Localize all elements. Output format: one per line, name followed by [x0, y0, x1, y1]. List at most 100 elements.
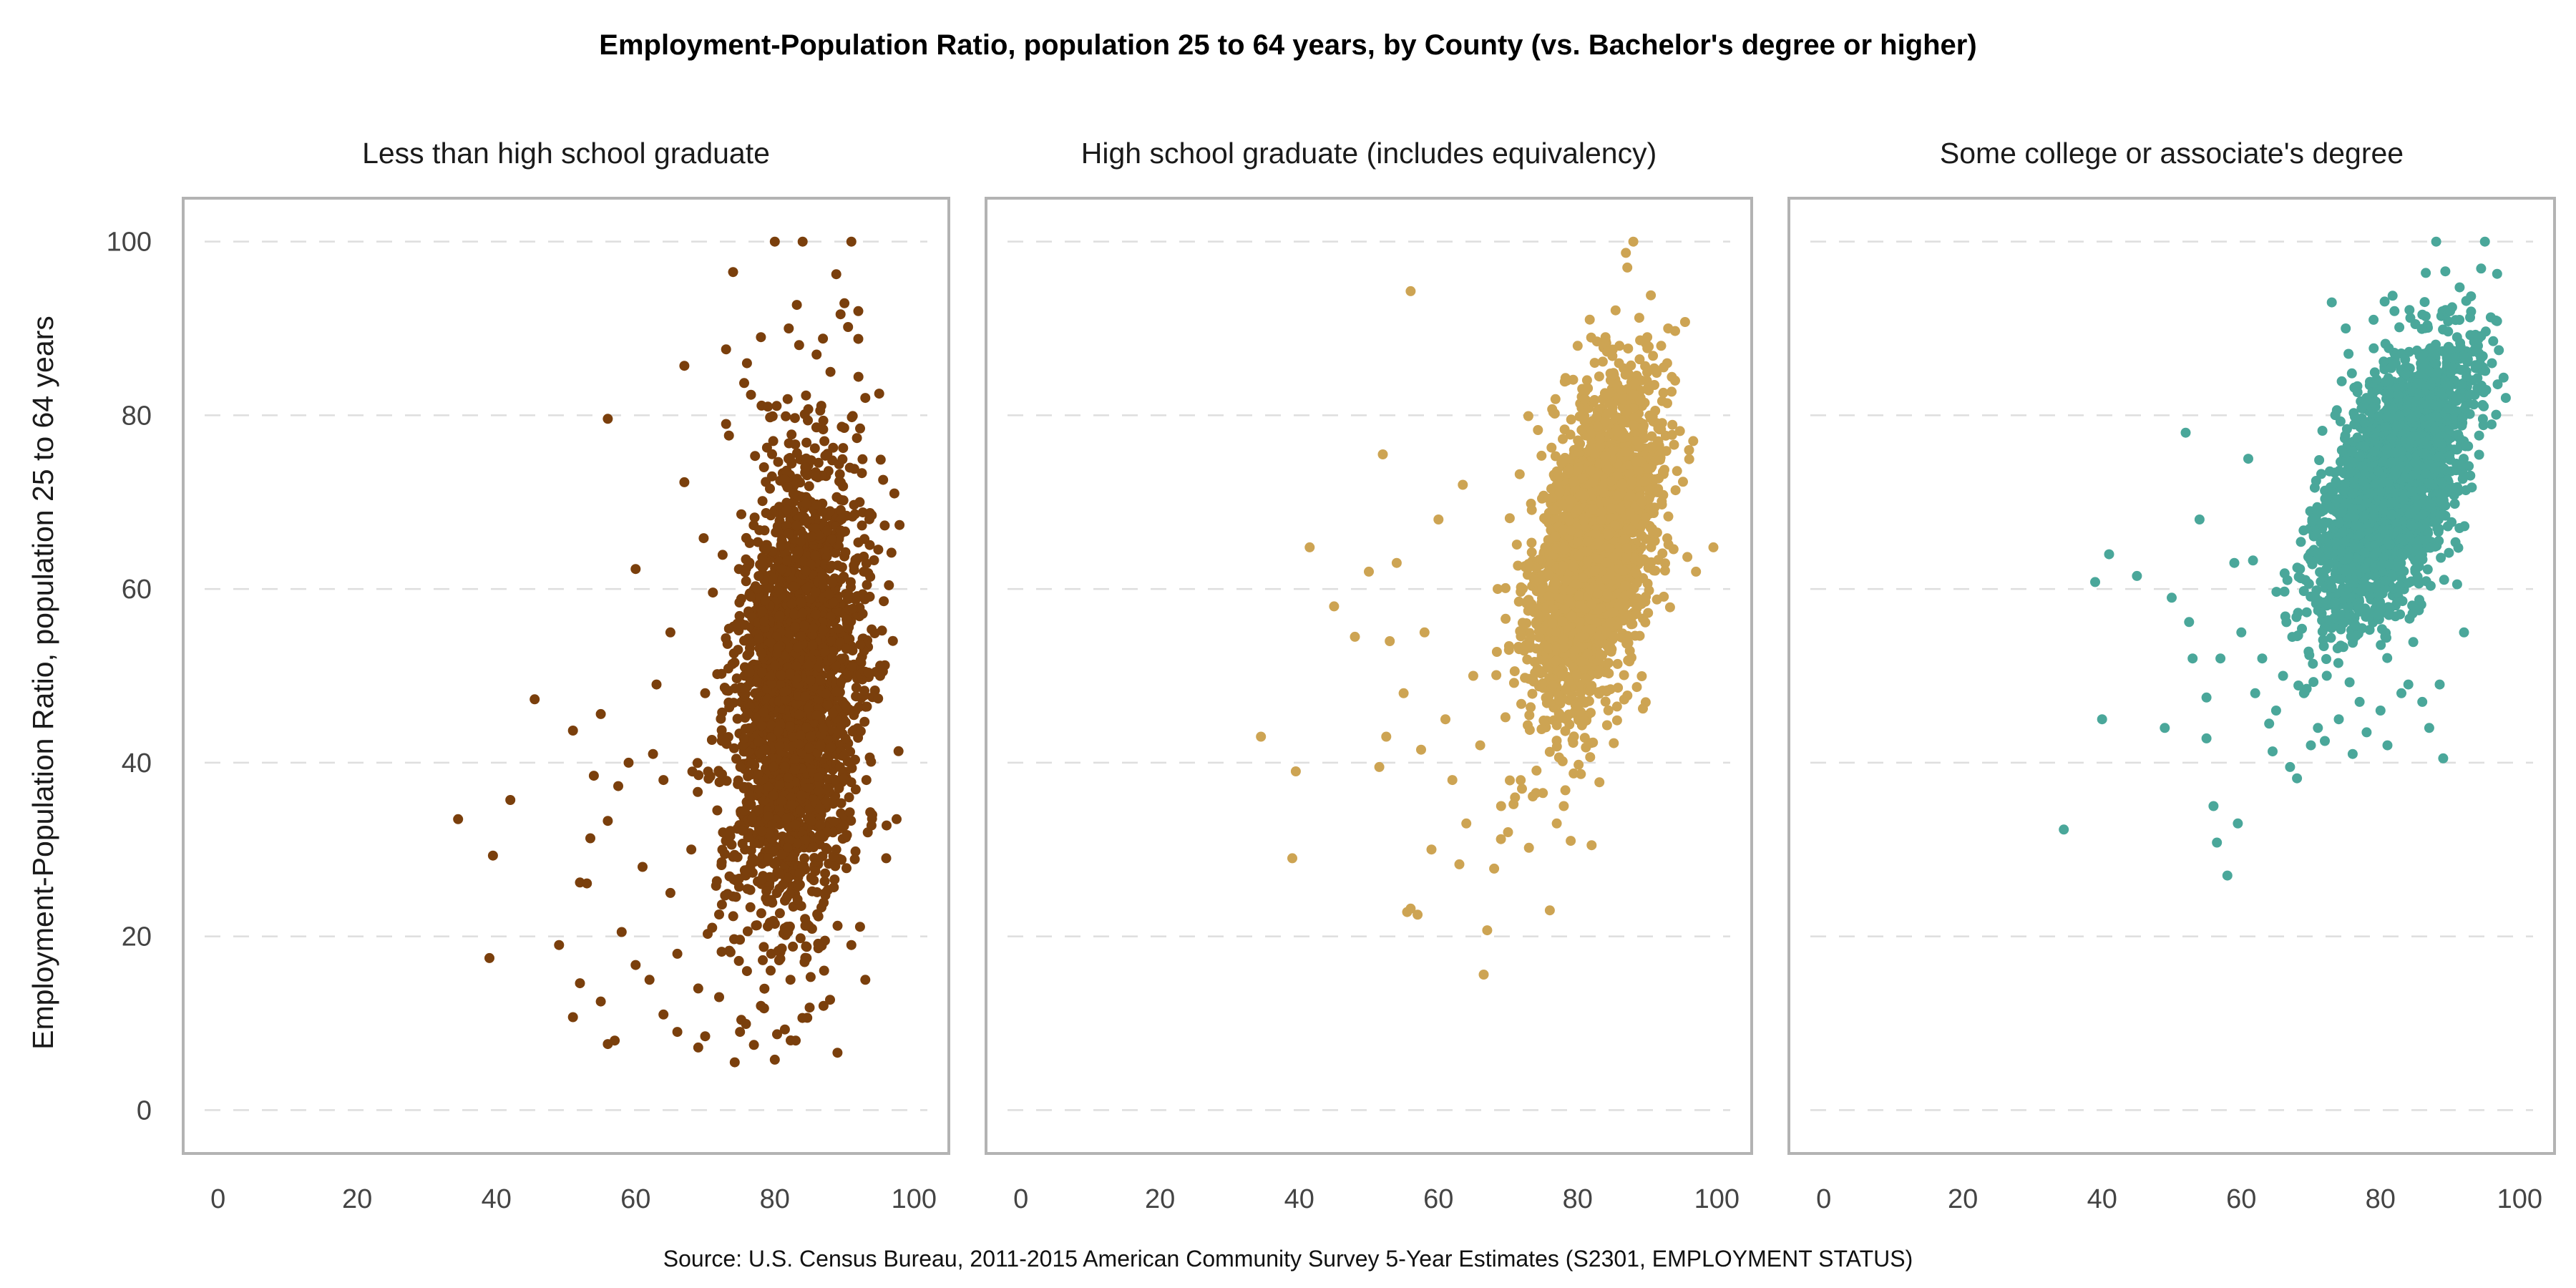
data-point — [1669, 439, 1679, 450]
data-point — [749, 838, 760, 849]
data-point — [792, 838, 803, 849]
data-point — [774, 741, 785, 751]
data-point — [889, 488, 899, 499]
data-point — [792, 894, 803, 904]
data-point — [716, 947, 727, 957]
data-point — [739, 378, 749, 389]
data-point — [860, 393, 871, 404]
data-point — [823, 774, 834, 784]
data-point — [827, 653, 838, 663]
data-point — [834, 469, 845, 479]
data-point — [803, 753, 814, 763]
data-point — [782, 394, 793, 404]
data-point — [595, 996, 606, 1007]
x-tick-label: 60 — [620, 1184, 650, 1214]
data-point — [644, 975, 655, 985]
data-point — [741, 563, 751, 574]
data-point — [1518, 583, 1528, 594]
data-point — [693, 1042, 703, 1053]
data-point — [786, 800, 797, 811]
data-point — [841, 863, 852, 874]
y-tick-label: 20 — [122, 922, 152, 952]
data-point — [844, 590, 854, 601]
data-point — [818, 1000, 829, 1011]
data-point — [1585, 752, 1596, 763]
data-point — [774, 610, 785, 621]
data-point — [753, 571, 764, 581]
data-point — [1536, 450, 1547, 461]
data-point — [821, 688, 831, 699]
data-point — [800, 834, 811, 845]
data-point — [749, 857, 760, 867]
data-point — [821, 844, 832, 854]
data-point — [728, 267, 738, 278]
data-point — [1527, 688, 1538, 699]
data-point — [803, 703, 814, 713]
data-point — [862, 827, 873, 838]
data-point — [841, 614, 852, 625]
data-point — [818, 723, 829, 733]
data-point — [768, 761, 779, 772]
data-point — [1560, 726, 1571, 736]
data-point — [815, 740, 826, 751]
data-point — [817, 506, 828, 517]
data-point — [769, 790, 779, 801]
data-point — [763, 811, 774, 822]
data-point — [846, 816, 857, 826]
data-point — [1614, 358, 1624, 369]
data-point — [867, 809, 877, 820]
data-point — [829, 874, 840, 885]
data-point — [863, 668, 874, 678]
data-point — [859, 716, 870, 727]
data-point — [725, 826, 736, 836]
data-point — [767, 449, 777, 459]
data-point — [807, 640, 818, 651]
data-point — [814, 830, 825, 841]
data-point — [679, 361, 690, 371]
data-point — [861, 775, 872, 786]
data-point — [768, 436, 779, 447]
data-point — [1641, 592, 1652, 602]
x-tick-label: 80 — [1563, 1184, 1593, 1214]
data-point — [846, 236, 857, 247]
data-point — [791, 300, 802, 311]
data-point — [789, 764, 800, 775]
data-point — [820, 868, 831, 879]
x-tick-label: 0 — [1013, 1184, 1028, 1214]
data-point — [1531, 765, 1542, 776]
data-point — [786, 429, 797, 440]
data-point — [808, 842, 819, 852]
data-point — [826, 742, 836, 753]
data-point — [785, 721, 795, 731]
data-point — [1664, 602, 1675, 613]
data-point — [821, 796, 831, 806]
data-point — [1613, 683, 1624, 693]
data-point — [554, 940, 565, 950]
data-point — [813, 938, 824, 949]
data-point — [1688, 436, 1699, 447]
data-point — [744, 648, 755, 658]
data-point — [716, 857, 727, 867]
y-tick-label: 80 — [122, 401, 152, 431]
data-point — [672, 1027, 683, 1038]
data-point — [1504, 513, 1515, 524]
data-point — [766, 965, 776, 976]
data-point — [773, 585, 784, 595]
data-point — [809, 443, 820, 454]
data-point — [729, 849, 740, 860]
data-point — [813, 457, 824, 468]
data-point — [801, 515, 811, 526]
data-point — [801, 437, 812, 448]
data-point — [1594, 777, 1605, 788]
data-point — [588, 771, 599, 781]
data-point — [789, 488, 799, 499]
data-point — [873, 545, 884, 555]
data-point — [826, 560, 837, 571]
data-point — [1560, 785, 1571, 796]
data-point — [795, 933, 806, 944]
data-point — [1682, 552, 1693, 562]
data-point — [862, 580, 872, 590]
data-point — [1526, 547, 1537, 557]
data-point — [1553, 752, 1564, 763]
data-point — [827, 577, 838, 587]
